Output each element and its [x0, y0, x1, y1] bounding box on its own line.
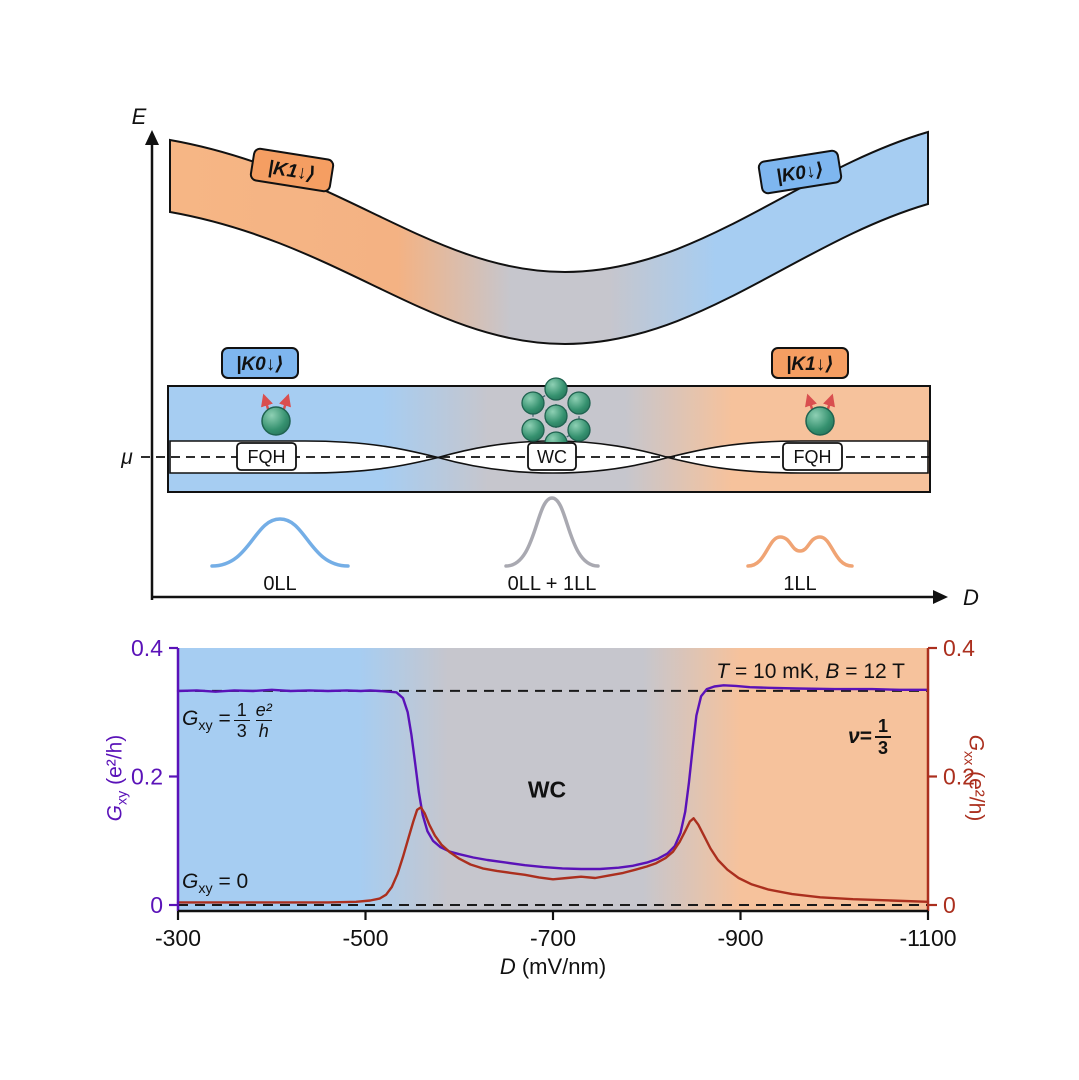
electron-sphere: [567, 418, 591, 442]
electron-sphere: [521, 418, 545, 442]
wc-region-label: WC: [527, 776, 567, 803]
y-tick-label-right: 0.4: [943, 635, 975, 661]
e-squared: e²: [255, 700, 272, 720]
fqh-box-right-label: FQH: [794, 447, 832, 467]
fraction-numerator: 1: [877, 716, 888, 736]
x-axis-units: (mV/nm): [515, 954, 607, 979]
electron-sphere: [544, 377, 568, 401]
wavefunction-1ll: [746, 535, 854, 568]
e-axis: E: [132, 104, 159, 600]
d-axis-arrowhead: [933, 590, 948, 604]
badge-frame: [771, 347, 849, 379]
badge-frame: [757, 149, 843, 195]
badge-k0-down-upper: |K0↓⟩: [757, 149, 843, 195]
gxy-term: Gxy =: [182, 707, 231, 734]
badge-k0-down-band: |K0↓⟩: [221, 347, 299, 379]
composite-fermion-right: [805, 393, 835, 436]
nu-var: ν: [848, 725, 860, 749]
gxy-sub: xy: [198, 881, 213, 898]
fqh-box-left: FQH: [236, 442, 297, 471]
fraction-denominator: h: [255, 720, 272, 742]
fraction-numerator: 1: [236, 700, 247, 720]
fraction-denominator: 3: [874, 736, 891, 758]
equals-sign: =: [859, 725, 872, 749]
x-tick-label: -1100: [899, 925, 956, 951]
wavefunction-0ll-1ll-label: 0LL + 1LL: [508, 573, 597, 595]
badge-frame: [221, 347, 299, 379]
fqh-box-left-label: FQH: [248, 447, 286, 467]
field-var: B: [825, 660, 840, 683]
e-axis-label: E: [132, 104, 147, 129]
mu-label: μ: [120, 446, 133, 469]
right-axis-sub: xx: [960, 751, 977, 766]
x-tick-label: -500: [342, 925, 388, 951]
wc-box-frame: [527, 442, 577, 471]
x-axis-var: D: [499, 954, 516, 979]
electron-sphere: [805, 406, 835, 436]
x-tick-label: -300: [155, 925, 201, 951]
right-axis-title: Gxx (e²/h): [960, 735, 987, 822]
band-schematic: E D μ: [120, 104, 979, 610]
series-Gxy: [176, 684, 930, 871]
field-value: = 12 T: [839, 660, 905, 683]
gxy-var: G: [182, 707, 199, 731]
x-tick-label: -900: [717, 925, 763, 951]
temperature-value: = 10 mK,: [729, 660, 826, 683]
planck-h: h: [258, 721, 269, 742]
y-tick-label-right: 0: [943, 892, 956, 918]
left-axis-sub: xy: [114, 790, 131, 805]
fqh-box-left-frame: [236, 442, 297, 471]
y-tick-label-left: 0: [150, 892, 163, 918]
series-Gxx: [176, 806, 930, 904]
gxy-zero-annotation: Gxy = 0: [182, 870, 248, 897]
badge-k1-down-band: |K1↓⟩: [771, 347, 849, 379]
composite-fermion-left: [261, 393, 291, 436]
upper-band: [169, 130, 929, 346]
y-tick-label-left: 0.4: [131, 635, 163, 661]
badge-label: |K0↓⟩: [236, 354, 284, 375]
fraction-denominator: 3: [233, 720, 250, 741]
right-axis-units: (e²/h): [964, 765, 988, 822]
y-tick-label-right: 0.2: [943, 764, 975, 790]
y-tick-label-left: 0.2: [131, 764, 163, 790]
left-axis-title: Gxy (e²/h): [103, 735, 130, 822]
right-axis-var: G: [964, 734, 988, 752]
wavefunction-0ll-1ll: [504, 496, 600, 568]
left-axis-units: (e²/h): [103, 734, 127, 791]
electron-sphere: [261, 406, 291, 436]
left-axis-var: G: [103, 804, 127, 822]
d-axis-label: D: [963, 585, 979, 610]
badge-frame: [249, 147, 335, 193]
wc-box-label: WC: [537, 447, 567, 467]
fqh-box-right-frame: [782, 442, 843, 471]
wavefunction-1ll-label: 1LL: [783, 573, 816, 595]
badge-k1-down-upper: |K1↓⟩: [249, 147, 335, 193]
gxy-sub: xy: [198, 718, 213, 735]
x-tick-label: -700: [530, 925, 576, 951]
temperature-var: T: [716, 660, 730, 683]
fraction-numerator: e²: [256, 700, 272, 720]
equals-zero: = 0: [212, 870, 249, 893]
e2-over-h-fraction: e² h: [255, 700, 272, 742]
x-axis-title: D (mV/nm): [500, 954, 606, 980]
electron-sphere: [521, 391, 545, 415]
equals-sign: =: [212, 707, 231, 731]
electron-sphere: [567, 391, 591, 415]
d-axis: D: [152, 585, 979, 610]
e-axis-arrowhead: [145, 130, 159, 145]
fqh-box-right: FQH: [782, 442, 843, 471]
wc-box-center: WC: [527, 442, 577, 471]
badge-label: |K1↓⟩: [786, 354, 834, 375]
gxy-var: G: [182, 870, 199, 893]
electron-sphere: [544, 404, 568, 428]
wavefunction-0ll-label: 0LL: [263, 573, 296, 595]
measurement-conditions: T = 10 mK, B = 12 T: [470, 660, 905, 684]
wavefunction-0ll: [210, 517, 350, 568]
